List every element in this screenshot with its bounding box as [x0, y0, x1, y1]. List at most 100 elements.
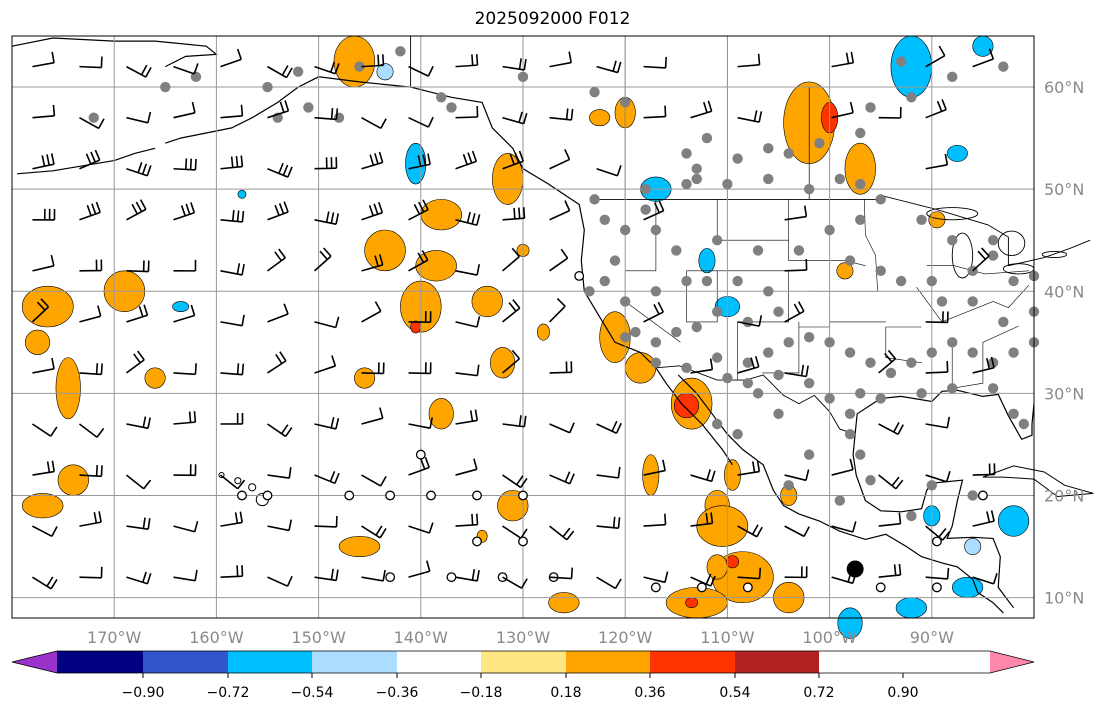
wind-barb-feather [377, 54, 380, 66]
wind-barb-feather [981, 247, 990, 257]
station-circle [344, 490, 355, 501]
station-dot [844, 429, 856, 440]
colorbar-tick-label: −0.36 [376, 685, 419, 701]
station-dot [803, 377, 815, 389]
wind-barb-feather [513, 207, 516, 219]
station-dot [722, 178, 733, 190]
station-dot [875, 265, 886, 277]
wind-barb [267, 65, 288, 79]
station-dot [599, 275, 610, 287]
wind-barb [79, 159, 101, 170]
wind-barb-feather [471, 513, 474, 526]
station-circle [931, 582, 942, 593]
wind-barb [220, 270, 243, 276]
wind-barb [549, 474, 571, 485]
wind-barb-feather [100, 465, 103, 477]
wind-barb [79, 65, 102, 69]
wind-barb [502, 474, 522, 489]
wind-barb [314, 576, 337, 582]
station-dot [803, 449, 815, 460]
wind-barb [455, 116, 478, 119]
wind-barb-feather [137, 350, 145, 361]
wind-barb-feather [421, 250, 429, 261]
map-title: 2025092000 F012 [474, 9, 631, 29]
wind-barb-feather [509, 153, 515, 165]
station-dot [742, 377, 754, 389]
wind-barb-feather [146, 573, 152, 585]
wind-barb-feather [516, 475, 524, 486]
station-circle [472, 536, 482, 547]
wind-barb-feather [288, 519, 293, 531]
station-dot [671, 245, 682, 256]
colorbar-segment [228, 651, 312, 673]
wind-barb-feather [95, 465, 99, 477]
wind-barb [737, 321, 760, 327]
wind-barb-feather [429, 417, 434, 429]
station-dot [446, 102, 457, 113]
wind-barb [737, 116, 760, 123]
wind-barb [690, 522, 713, 527]
wind-barb-feather [512, 299, 521, 309]
wind-barb [267, 313, 289, 323]
wind-barb-feather [891, 476, 900, 487]
wind-barb-feather [147, 417, 151, 429]
station-dot [885, 367, 897, 379]
colorbar-tick-label: 0.18 [550, 685, 581, 701]
station-circle [742, 582, 753, 593]
wind-barb [125, 474, 145, 490]
wind-barb-feather [758, 111, 763, 123]
wind-barb [314, 116, 337, 121]
wind-barb-feather [193, 520, 199, 532]
wind-barb [502, 423, 525, 428]
wind-barb [267, 474, 290, 479]
wind-barb [31, 306, 50, 323]
wind-barb-feather [518, 207, 521, 219]
station-dot [916, 214, 927, 225]
wind-barb [267, 211, 289, 221]
station-dot [803, 332, 815, 343]
wind-barb-feather [335, 316, 340, 328]
contour-blob [837, 607, 863, 639]
wind-barb-feather [845, 52, 850, 64]
state-border [686, 270, 718, 323]
wind-barb-feather [236, 565, 239, 577]
wind-barb [408, 65, 429, 77]
wind-barb [549, 116, 572, 121]
wind-barb-feather [379, 407, 384, 419]
wind-barb-feather [334, 63, 340, 75]
wind-barb-feather [374, 255, 379, 267]
station-dot [589, 86, 600, 98]
great-lake [951, 232, 974, 279]
latitude-label: 50°N [1044, 180, 1084, 199]
colorbar-tick-label: 0.90 [887, 685, 918, 701]
wind-barb-feather [977, 250, 986, 260]
station-dot [711, 418, 723, 430]
wind-barb [549, 61, 572, 68]
station-dot [987, 250, 999, 261]
wind-barb [831, 61, 854, 68]
wind-barb-feather [274, 251, 282, 262]
station-dot [947, 235, 958, 246]
wind-barb [361, 474, 382, 487]
wind-barb [126, 116, 149, 124]
wind-barb [972, 255, 990, 272]
wind-barb [972, 520, 995, 527]
plot-area [11, 35, 1094, 639]
wind-barb [361, 417, 383, 425]
wind-barb [220, 321, 243, 327]
wind-barb-feather [852, 521, 857, 533]
wind-barb-feather [330, 568, 334, 580]
station-dot [824, 224, 835, 236]
wind-barb-feather [750, 357, 755, 369]
wind-barb-feather [142, 571, 147, 583]
wind-barb-feather [131, 203, 139, 215]
wind-barb-feather [475, 513, 479, 525]
wind-barb [502, 217, 525, 221]
station-dot [620, 224, 631, 236]
wind-barb-feather [664, 513, 667, 525]
wind-barb-feather [382, 569, 386, 582]
wind-barb [549, 158, 570, 170]
wind-barb-feather [98, 511, 102, 523]
wind-barb [220, 115, 243, 119]
wind-barb-feather [36, 301, 46, 311]
